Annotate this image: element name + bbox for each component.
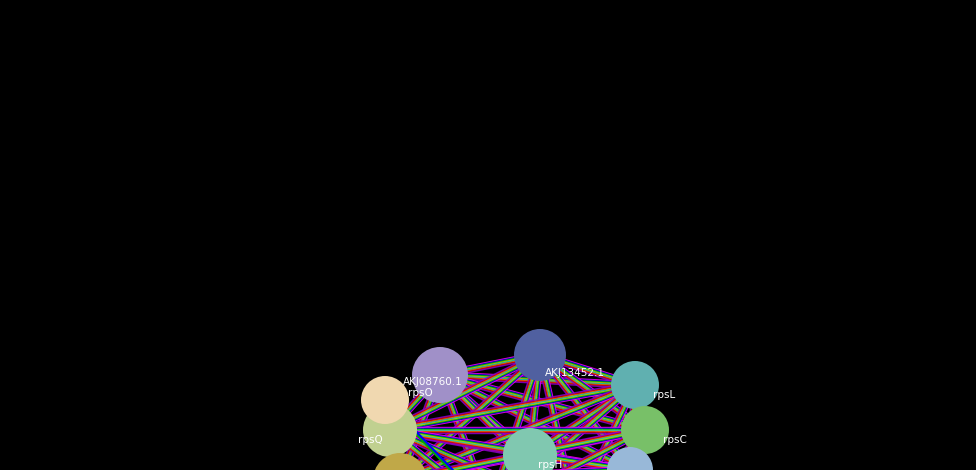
Circle shape [621, 406, 669, 454]
Text: rpsQ: rpsQ [358, 435, 383, 445]
Text: AKJ08760.1: AKJ08760.1 [403, 377, 463, 387]
Circle shape [373, 453, 427, 470]
Circle shape [412, 347, 468, 403]
Text: rpsC: rpsC [663, 435, 687, 445]
Text: rpsL: rpsL [653, 390, 675, 400]
Circle shape [611, 361, 659, 409]
Text: rpsH: rpsH [538, 460, 562, 470]
Circle shape [503, 428, 557, 470]
Text: AKJ13452.1: AKJ13452.1 [545, 368, 605, 378]
Circle shape [607, 447, 653, 470]
Circle shape [361, 376, 409, 424]
Circle shape [514, 329, 566, 381]
Circle shape [363, 403, 417, 457]
Text: rpsO: rpsO [408, 388, 432, 398]
